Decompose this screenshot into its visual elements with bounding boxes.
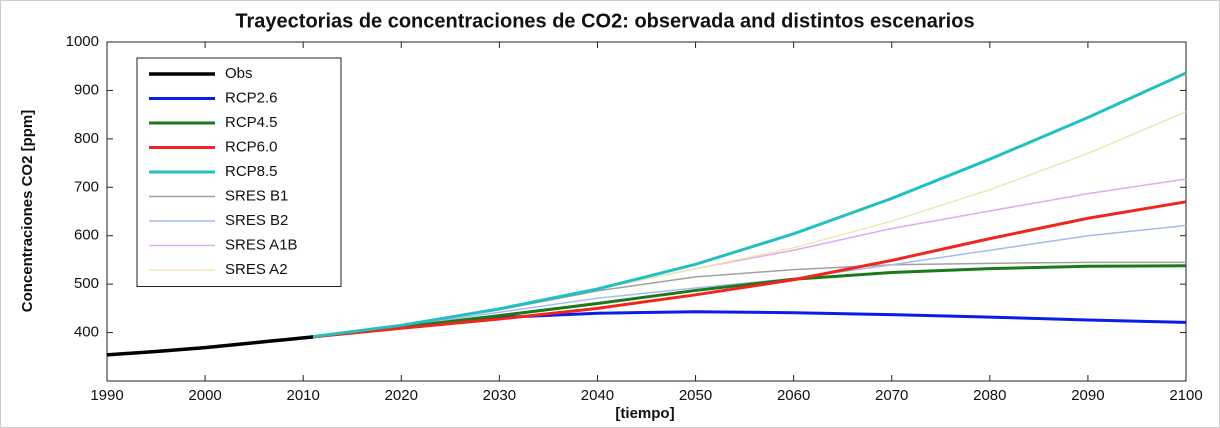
x-tick-label: 2080 xyxy=(973,387,1006,404)
series-line xyxy=(303,264,1187,340)
y-tick-label: 500 xyxy=(74,275,99,292)
x-tick-label: 2090 xyxy=(1071,387,1104,404)
series-line xyxy=(303,224,1187,339)
chart-title: Trayectorias de concentraciones de CO2: … xyxy=(235,10,974,32)
legend-label: SRES B2 xyxy=(225,212,288,229)
x-tick-label: 2100 xyxy=(1169,387,1202,404)
x-tick-label: 2000 xyxy=(188,387,221,404)
y-tick-label: 600 xyxy=(74,227,99,244)
x-tick-label: 2070 xyxy=(875,387,908,404)
series-line xyxy=(302,71,1187,340)
y-tick-label: 1000 xyxy=(66,33,99,50)
x-tick-label: 2050 xyxy=(679,387,712,404)
x-tick-label: 2040 xyxy=(581,387,614,404)
legend-label: SRES A1B xyxy=(225,236,298,253)
y-tick-label: 400 xyxy=(74,324,99,341)
x-tick-label: 2060 xyxy=(777,387,810,404)
legend-label: RCP4.5 xyxy=(225,114,278,131)
legend-label: RCP6.0 xyxy=(225,138,278,155)
x-tick-label: 2010 xyxy=(286,387,319,404)
y-tick-label: 700 xyxy=(74,178,99,195)
y-axis-label: Concentraciones CO2 [ppm] xyxy=(19,110,36,313)
legend-label: RCP2.6 xyxy=(225,89,278,106)
legend-label: RCP8.5 xyxy=(225,163,278,180)
y-tick-label: 900 xyxy=(74,81,99,98)
legend-label: SRES A2 xyxy=(225,261,288,278)
y-tick-label: 800 xyxy=(74,130,99,147)
series-line xyxy=(303,200,1187,340)
series-line xyxy=(106,335,314,357)
legend-label: SRES B1 xyxy=(225,187,288,204)
x-tick-label: 1990 xyxy=(90,387,123,404)
legend-label: Obs xyxy=(225,65,253,82)
x-tick-label: 2020 xyxy=(385,387,418,404)
x-tick-label: 2030 xyxy=(483,387,516,404)
x-axis-label: [tiempo] xyxy=(615,405,674,422)
